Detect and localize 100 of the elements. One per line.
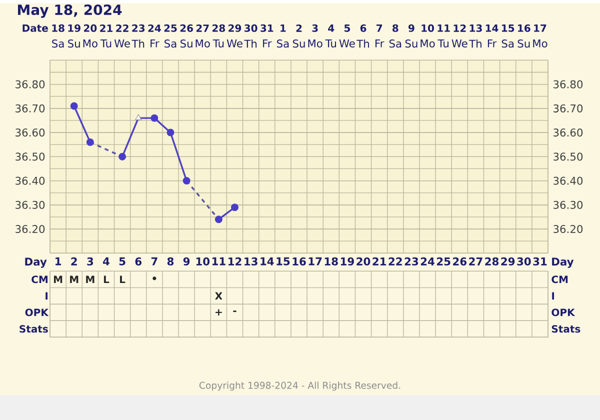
text: 2 — [296, 24, 302, 32]
x-tick-label: Sa — [502, 39, 514, 48]
text: • — [152, 276, 156, 280]
x-tick-label: 26 — [453, 257, 466, 266]
x-tick-label: 30 — [517, 257, 531, 266]
y-tick-label: 36.60 — [16, 128, 45, 136]
point — [135, 114, 142, 120]
x-tick-label: 18 — [324, 257, 338, 266]
text: 1 — [280, 24, 286, 32]
text: 26 — [180, 24, 193, 32]
text: M — [86, 276, 94, 283]
text: - — [233, 310, 236, 312]
x-tick-label: 12 — [228, 257, 242, 266]
x-tick-label: 10 — [196, 257, 210, 266]
y2-tick-label: 36.80 — [554, 80, 583, 88]
text: 11 — [438, 24, 450, 32]
point — [166, 128, 174, 136]
text: 8 — [392, 24, 398, 32]
x-tick-label: Tu — [212, 39, 224, 48]
text: 15 — [502, 24, 514, 32]
y-tick-label: OPK — [25, 308, 49, 316]
chart-title: May 18, 2024 — [18, 4, 122, 18]
point — [182, 176, 190, 184]
x-tick-label: Tu — [100, 39, 112, 48]
x-tick-label: 8 — [167, 257, 174, 266]
text: 13 — [470, 24, 482, 32]
y2-tick-label: 36.40 — [554, 176, 583, 185]
x-tick-label: We — [452, 39, 468, 48]
x-tick-label: 23 — [404, 257, 418, 266]
x-tick-label: 17 — [308, 257, 322, 266]
text: L — [120, 276, 126, 283]
x-tick-label: Mo — [533, 39, 548, 48]
x-tick-label: We — [339, 39, 355, 48]
text: 24 — [148, 24, 161, 32]
x-tick-label: 24 — [420, 257, 434, 266]
x-tick-label: Fr — [488, 39, 497, 48]
text: 9 — [408, 24, 414, 32]
x-tick-label: Mo — [83, 39, 98, 48]
x-tick-label: Su — [405, 39, 418, 48]
x-tick-label: 19 — [340, 257, 354, 266]
x-tick-label: 16 — [292, 257, 306, 266]
y2-tick-label: Stats — [552, 325, 580, 333]
x-tick-label: 3 — [87, 257, 94, 266]
text: 25 — [164, 24, 177, 32]
y-tick-label: 36.50 — [16, 152, 45, 161]
text: 10 — [422, 24, 434, 32]
x-tick-label: Th — [469, 39, 482, 48]
text: 6 — [360, 24, 366, 32]
text: 12 — [454, 24, 466, 32]
x-tick-label: 15 — [276, 257, 290, 266]
x-tick-label: Tu — [438, 39, 448, 48]
x-tick-label: Fr — [150, 39, 160, 48]
y2-tick-label: 36.60 — [554, 128, 583, 136]
x-tick-label: Su — [68, 39, 80, 48]
text: 3 — [312, 24, 318, 32]
x-tick-label: 20 — [356, 257, 370, 266]
x-tick-label: Fr — [375, 39, 384, 48]
text: 17 — [534, 24, 546, 32]
x-tick-label: Th — [132, 39, 144, 48]
text: 28 — [212, 24, 226, 32]
y2-tick-label: 36.70 — [554, 104, 583, 112]
x-tick-label: Sa — [164, 39, 176, 48]
point — [70, 102, 78, 110]
text: 7 — [376, 24, 382, 32]
x-tick-label: 25 — [436, 257, 450, 266]
text: 22 — [116, 24, 128, 32]
x-tick-label: Mo — [420, 39, 435, 48]
x-tick-label: Sa — [276, 39, 289, 48]
y2-tick-label: 36.50 — [554, 152, 583, 161]
text: 14 — [486, 24, 498, 32]
x-tick-label: Su — [518, 39, 530, 48]
x-tick-label: 22 — [388, 257, 402, 266]
x-tick-label: Th — [356, 39, 369, 48]
y-tick-label: CM — [32, 276, 48, 284]
x-tick-label: 27 — [469, 257, 482, 266]
y2-tick-label: OPK — [552, 308, 576, 316]
text: + — [216, 309, 222, 316]
point — [150, 114, 158, 122]
x-tick-label: 9 — [183, 257, 190, 266]
text: 4 — [328, 24, 334, 32]
x-tick-label: 14 — [260, 257, 274, 266]
text: 27 — [196, 24, 209, 32]
text: X — [215, 292, 222, 300]
text: 16 — [518, 24, 530, 32]
x-tick-label: 29 — [501, 257, 515, 266]
point — [214, 216, 222, 224]
text: 19 — [68, 24, 80, 32]
text: 29 — [228, 24, 242, 32]
y-tick-label: 36.30 — [16, 200, 45, 209]
x-tick-label: Sa — [52, 39, 64, 48]
text: 21 — [100, 24, 113, 32]
y2-tick-label: 36.20 — [554, 224, 583, 233]
text: 20 — [84, 24, 97, 32]
x-tick-label: 6 — [135, 257, 142, 266]
x-tick-label: Mo — [308, 39, 322, 48]
y2-tick-label: 36.30 — [554, 200, 583, 209]
x-tick-label: 28 — [485, 257, 499, 266]
x-tick-label: 31 — [533, 257, 547, 266]
x-tick-label: Tu — [325, 39, 336, 48]
text: Copyright 1998-2024 - All Rights Reserved. — [199, 382, 400, 391]
